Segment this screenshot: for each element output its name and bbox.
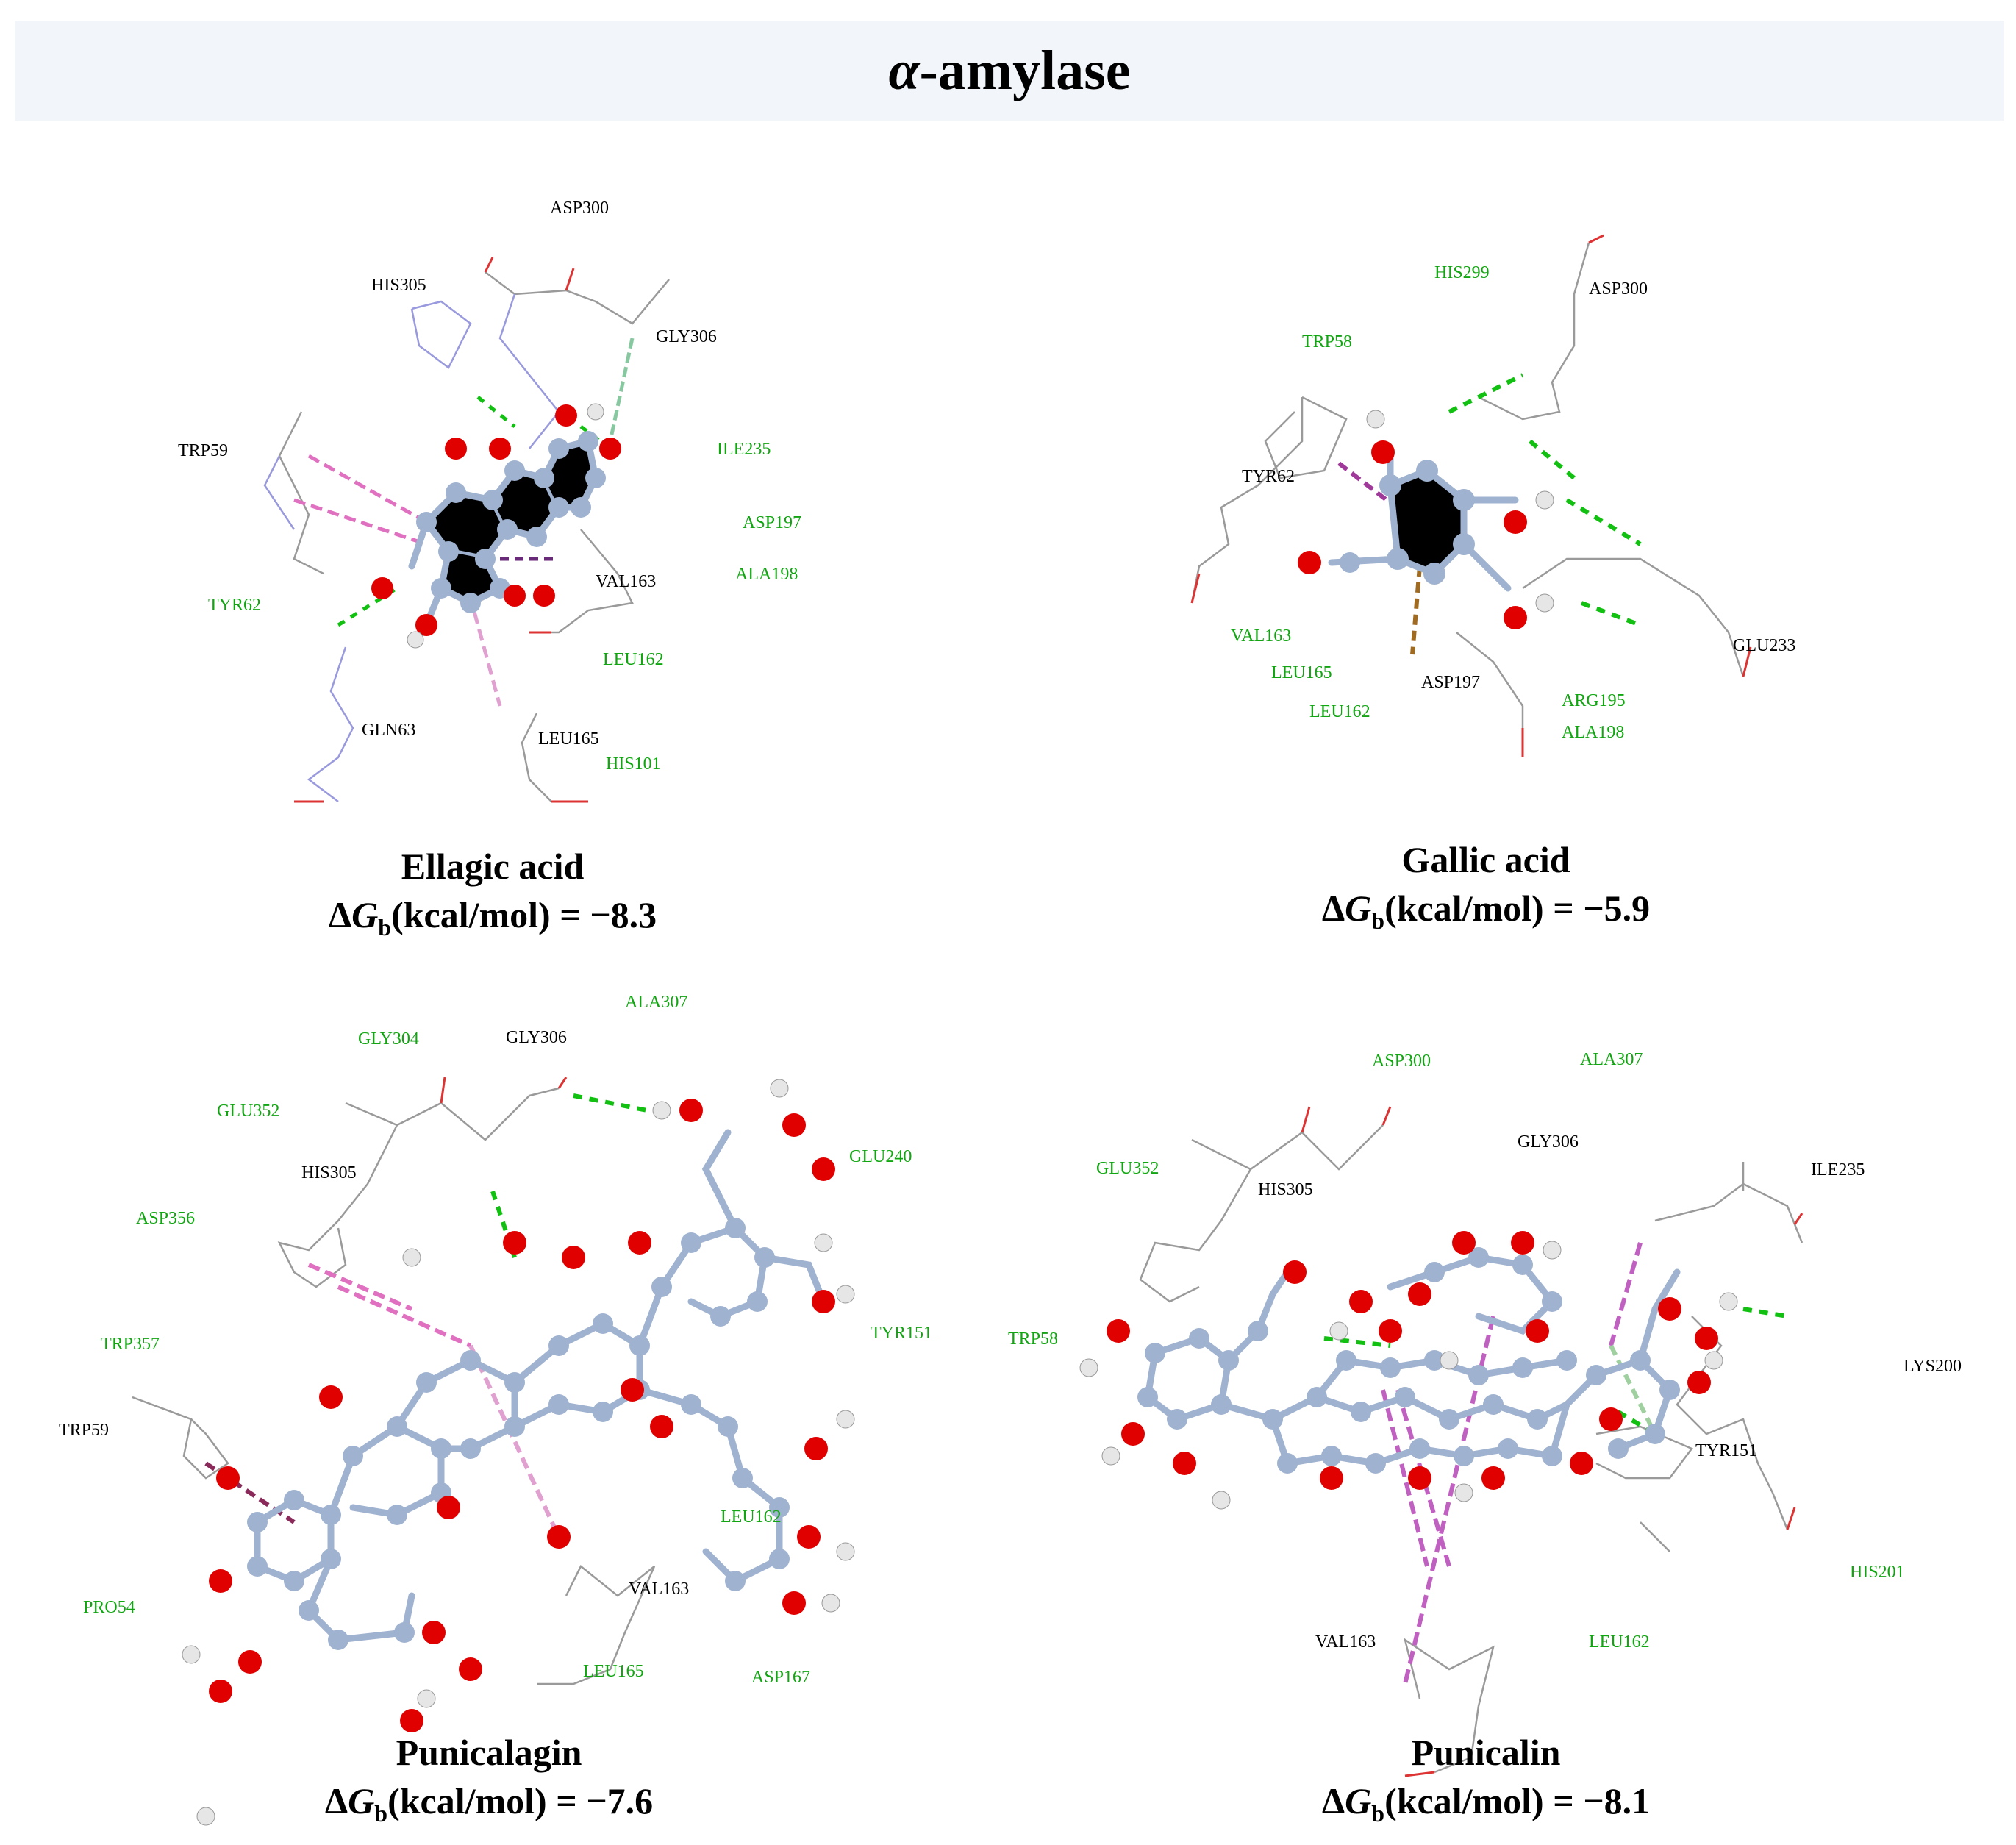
title-greek: α	[888, 39, 920, 101]
punicalin-residue-oxygens	[1301, 1106, 1804, 1777]
ellagic-residue-labels: ASP300 HIS305 GLY306 TRP59 VAL163 GLN63 …	[178, 199, 801, 774]
residue-label: ASP197	[1421, 673, 1480, 692]
residue-label: TYR151	[871, 1324, 932, 1343]
punicalagin-caption: Punicalagin ΔGb(kcal/mol) = −7.6	[305, 1728, 673, 1838]
residue-label: GLY306	[656, 327, 717, 346]
residue-label: TRP58	[1008, 1330, 1058, 1349]
residue-label: GLU240	[849, 1147, 912, 1166]
residue-label: ALA198	[1562, 723, 1624, 742]
residue-label: ALA198	[735, 565, 798, 584]
residue-label: ASP197	[743, 513, 801, 532]
punicalagin-interaction-diagram: GLY306 HIS305 TRP59 VAL163 ALA307 GLY304…	[59, 993, 932, 1826]
punicalin-caption: Punicalin ΔGb(kcal/mol) = −8.1	[1302, 1728, 1670, 1838]
residue-label: LEU162	[603, 650, 664, 669]
gallic-interaction-diagram: ASP300 TYR62 GLU233 ASP197 HIS299 TRP58 …	[1190, 234, 1795, 757]
residue-label: ALA307	[1580, 1050, 1643, 1069]
panel-punicalin: GLY306 HIS305 ILE235 LYS200 TYR151 VAL16…	[1008, 949, 2016, 1845]
residue-label: TRP357	[101, 1335, 160, 1354]
ellagic-residue-oxygens	[294, 257, 588, 803]
residue-label: ARG195	[1562, 691, 1626, 710]
binding-energy: ΔGb(kcal/mol) = −8.1	[1321, 1780, 1651, 1827]
residue-label: ILE235	[717, 440, 771, 459]
residue-label: TYR151	[1695, 1441, 1757, 1460]
punicalin-residue-skeleton	[1139, 1124, 1804, 1774]
title-text: -amylase	[919, 39, 1131, 101]
punicalagin-ligand-atoms	[182, 1079, 855, 1826]
compound-name: Ellagic acid	[401, 846, 585, 887]
residue-label: PRO54	[83, 1598, 135, 1617]
residue-label: VAL163	[1315, 1632, 1376, 1652]
panel-punicalagin: GLY306 HIS305 TRP59 VAL163 ALA307 GLY304…	[0, 949, 1008, 1845]
gallic-ligand-atoms	[1298, 410, 1554, 629]
residue-label: LYS200	[1904, 1357, 1962, 1376]
binding-energy: ΔGb(kcal/mol) = −7.6	[324, 1780, 654, 1827]
residue-label: GLU233	[1733, 636, 1795, 655]
punicalin-ligand-atoms	[1079, 1231, 1738, 1510]
ellagic-caption: Ellagic acid ΔGb(kcal/mol) = −8.3	[309, 842, 676, 952]
residue-label: TYR62	[1242, 467, 1295, 486]
binding-energy: ΔGb(kcal/mol) = −8.3	[328, 894, 657, 941]
residue-label: HIS305	[301, 1163, 357, 1182]
title-banner: α-amylase	[15, 21, 2004, 121]
residue-label: TRP59	[178, 441, 228, 460]
residue-label: HIS305	[1258, 1180, 1313, 1199]
residue-label: LEU162	[721, 1507, 782, 1527]
residue-label: LEU165	[583, 1662, 644, 1681]
punicalin-interaction-diagram: GLY306 HIS305 ILE235 LYS200 TYR151 VAL16…	[1008, 1050, 1962, 1777]
punicalagin-interactions	[204, 1093, 648, 1538]
residue-label: VAL163	[1231, 627, 1291, 646]
compound-name: Punicalin	[1411, 1732, 1561, 1773]
punicalagin-residue-labels: GLY306 HIS305 TRP59 VAL163 ALA307 GLY304…	[59, 993, 932, 1687]
residue-label: ILE235	[1811, 1160, 1865, 1180]
compound-name: Punicalagin	[396, 1732, 582, 1773]
residue-label: HIS201	[1850, 1563, 1905, 1582]
residue-label: GLY306	[1518, 1132, 1579, 1152]
punicalin-residue-labels: GLY306 HIS305 ILE235 LYS200 TYR151 VAL16…	[1008, 1050, 1962, 1652]
residue-label: LEU165	[538, 729, 599, 749]
residue-label: HIS299	[1434, 263, 1490, 282]
residue-label: ASP167	[751, 1668, 810, 1687]
residue-label: GLY304	[358, 1029, 419, 1049]
residue-label: GLU352	[217, 1102, 279, 1121]
residue-label: LEU162	[1589, 1632, 1650, 1652]
residue-label: ASP356	[136, 1209, 195, 1228]
panel-gallic: ASP300 TYR62 GLU233 ASP197 HIS299 TRP58 …	[1008, 0, 2016, 949]
residue-label: TRP59	[59, 1421, 109, 1440]
residue-label: LEU162	[1309, 702, 1370, 721]
residue-label: HIS305	[371, 276, 426, 295]
compound-name: Gallic acid	[1401, 839, 1570, 880]
figure-title: α-amylase	[888, 39, 1130, 103]
residue-label: TRP58	[1302, 332, 1352, 351]
ellagic-interaction-diagram: ASP300 HIS305 GLY306 TRP59 VAL163 GLN63 …	[178, 199, 801, 803]
punicalagin-residue-skeleton	[132, 1087, 656, 1685]
punicalagin-ligand-bonds	[254, 1129, 827, 1644]
residue-label: GLY306	[506, 1028, 567, 1047]
residue-label: ALA307	[625, 993, 687, 1012]
residue-label: VAL163	[596, 572, 656, 591]
gallic-residue-labels: ASP300 TYR62 GLU233 ASP197 HIS299 TRP58 …	[1231, 263, 1795, 742]
ellagic-residue-skeleton	[263, 271, 670, 803]
residue-label: LEU165	[1271, 663, 1332, 682]
residue-label: VAL163	[629, 1580, 689, 1599]
punicalagin-residue-oxygens	[440, 1077, 568, 1104]
residue-label: ASP300	[1589, 279, 1648, 299]
panel-ellagic: ASP300 HIS305 GLY306 TRP59 VAL163 GLN63 …	[0, 0, 1008, 949]
residue-label: ASP300	[550, 199, 609, 218]
residue-label: TYR62	[208, 596, 261, 615]
residue-label: GLN63	[362, 721, 415, 740]
ellagic-ligand-atoms	[371, 403, 621, 649]
gallic-residue-oxygens	[1190, 234, 1752, 757]
residue-label: ASP300	[1372, 1052, 1431, 1071]
residue-label: GLU352	[1096, 1159, 1159, 1178]
gallic-caption: Gallic acid ΔGb(kcal/mol) = −5.9	[1302, 835, 1670, 945]
residue-label: HIS101	[606, 754, 661, 774]
binding-energy: ΔGb(kcal/mol) = −5.9	[1321, 888, 1651, 934]
